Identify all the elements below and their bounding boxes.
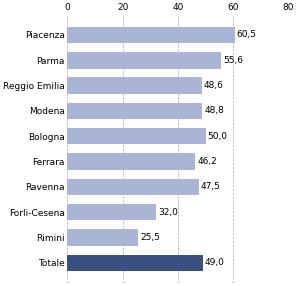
Text: 25,5: 25,5 xyxy=(140,233,160,242)
Bar xyxy=(67,204,156,221)
Bar xyxy=(67,153,195,170)
Text: 47,5: 47,5 xyxy=(201,182,221,191)
Text: 48,8: 48,8 xyxy=(204,106,224,116)
Bar xyxy=(67,78,202,94)
Text: 60,5: 60,5 xyxy=(237,31,257,39)
Bar xyxy=(67,27,235,43)
Bar xyxy=(67,179,199,195)
Text: 46,2: 46,2 xyxy=(197,157,217,166)
Text: 49,0: 49,0 xyxy=(205,258,225,267)
Bar xyxy=(67,128,206,144)
Bar xyxy=(67,103,202,119)
Text: 50,0: 50,0 xyxy=(208,132,228,141)
Text: 48,6: 48,6 xyxy=(204,81,224,90)
Text: 55,6: 55,6 xyxy=(223,56,243,65)
Bar xyxy=(67,255,203,271)
Bar xyxy=(67,229,138,246)
Text: 32,0: 32,0 xyxy=(158,208,178,217)
Bar xyxy=(67,52,221,69)
